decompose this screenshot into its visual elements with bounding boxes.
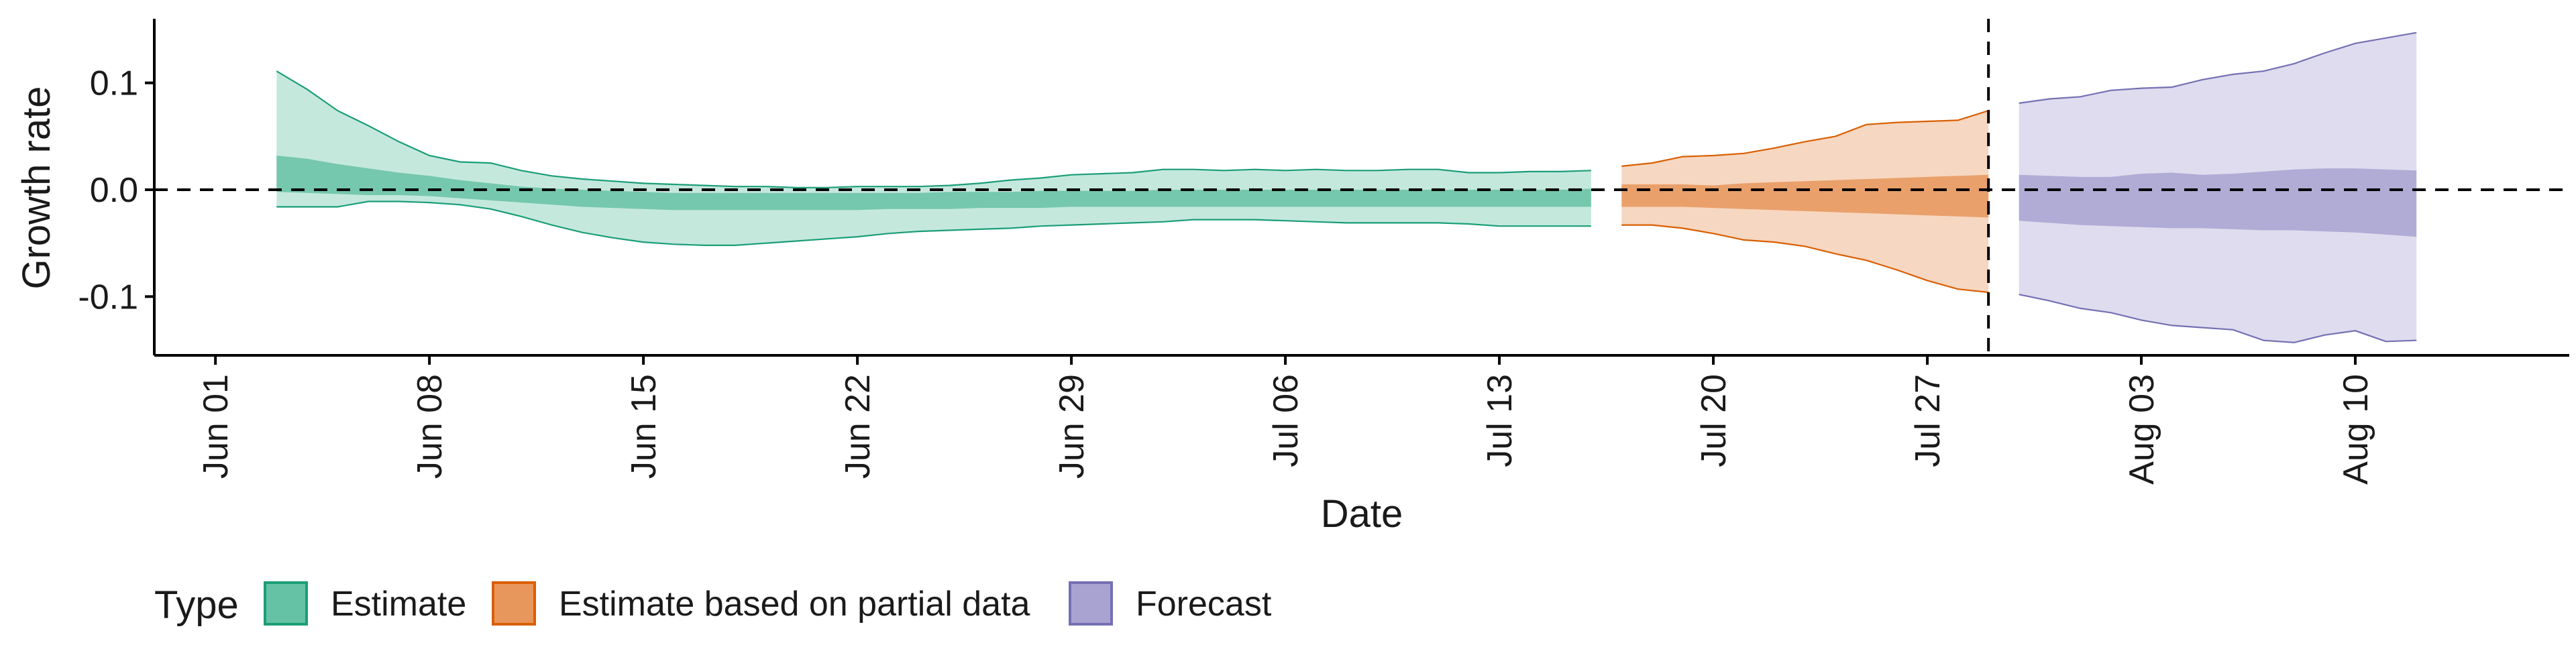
- x-tick-label: Jun 08: [411, 374, 449, 479]
- x-tick-label: Aug 03: [2123, 374, 2161, 485]
- legend-label: Estimate based on partial data: [559, 585, 1030, 624]
- x-tick-label: Jul 27: [1909, 374, 1947, 467]
- forecast-lower-edge: [2019, 294, 2417, 344]
- estimate-based-on-partial-data-inner-band: [1621, 174, 1989, 218]
- x-tick-label: Jul 20: [1695, 374, 1733, 467]
- series-layer: [276, 32, 2417, 344]
- x-tick-label: Jun 29: [1053, 374, 1091, 479]
- x-tick-label: Jul 13: [1481, 374, 1519, 467]
- y-axis-title: Growth rate: [15, 86, 58, 290]
- estimate-outer-band: [276, 71, 1591, 245]
- forecast-inner-band: [2019, 168, 2417, 237]
- legend-key-estimate-based-on-partial-data: [492, 581, 536, 626]
- x-tick-label: Jun 01: [197, 374, 235, 479]
- estimate-based-on-partial-data-lower-edge: [1621, 224, 1989, 294]
- x-tick-label: Aug 10: [2337, 374, 2375, 485]
- y-tick-label: 0.0: [90, 171, 138, 210]
- x-tick-label: Jun 22: [839, 374, 877, 479]
- legend-title: Type: [154, 583, 239, 627]
- y-ticks: -0.1 0.0 0.1: [78, 64, 154, 316]
- legend-label: Forecast: [1136, 585, 1272, 624]
- estimate-inner-band: [276, 156, 1591, 211]
- y-tick-label: 0.1: [90, 64, 138, 103]
- x-tick-label: Jun 15: [625, 374, 663, 479]
- estimate-based-on-partial-data-upper-edge: [1621, 110, 1989, 167]
- x-axis-title: Date: [1321, 492, 1403, 536]
- legend-key-estimate: [264, 581, 308, 626]
- legend: Type Estimate Estimate based on partial d…: [154, 581, 1272, 627]
- legend-label: Estimate: [331, 585, 466, 624]
- estimate-lower-edge: [276, 200, 1591, 246]
- x-ticks: Jun 01 Jun 08 Jun 15 Jun 22 Jun 29 Jul 06 Jul …: [197, 355, 2375, 485]
- axes: [153, 19, 2569, 357]
- legend-key-forecast: [1069, 581, 1113, 626]
- reference-lines: [154, 19, 2569, 355]
- x-tick-label: Jul 06: [1267, 374, 1305, 467]
- y-tick-label: -0.1: [78, 278, 138, 316]
- estimate-upper-edge: [276, 70, 1591, 188]
- forecast-upper-edge: [2019, 32, 2417, 104]
